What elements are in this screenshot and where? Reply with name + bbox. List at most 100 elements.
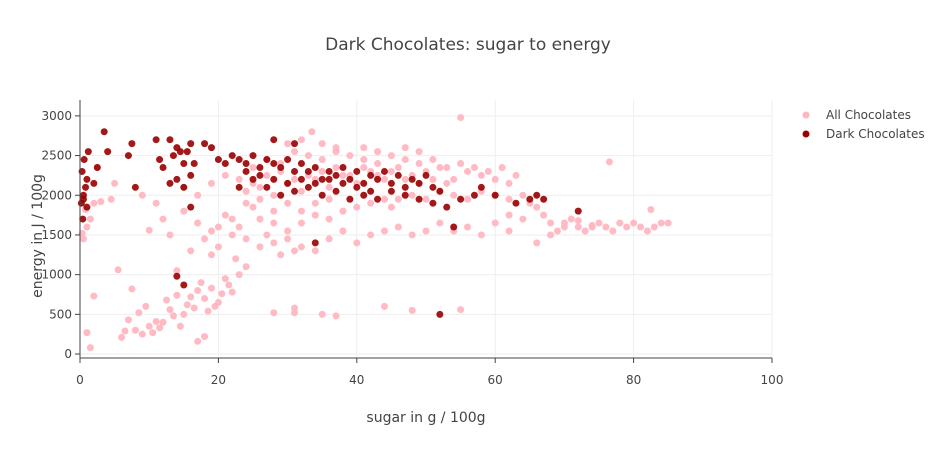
point-all-chocolates: [332, 144, 340, 152]
legend[interactable]: All Chocolates Dark Chocolates: [802, 108, 925, 141]
point-all-chocolates: [297, 243, 305, 251]
point-all-chocolates: [232, 255, 240, 263]
point-all-chocolates: [180, 310, 188, 318]
point-dark-chocolates: [304, 183, 312, 191]
point-dark-chocolates: [263, 183, 271, 191]
point-all-chocolates: [477, 231, 485, 239]
point-all-chocolates: [228, 288, 236, 296]
point-dark-chocolates: [291, 140, 299, 148]
point-all-chocolates: [380, 195, 388, 203]
point-dark-chocolates: [131, 183, 139, 191]
point-all-chocolates: [380, 175, 388, 183]
point-all-chocolates: [443, 163, 451, 171]
point-dark-chocolates: [277, 163, 285, 171]
point-all-chocolates: [228, 215, 236, 223]
point-all-chocolates: [138, 191, 146, 199]
point-all-chocolates: [519, 215, 527, 223]
point-dark-chocolates: [284, 179, 292, 187]
point-all-chocolates: [602, 223, 610, 231]
point-all-chocolates: [505, 211, 513, 219]
point-all-chocolates: [491, 175, 499, 183]
legend-item-all-chocolates[interactable]: All Chocolates: [802, 108, 911, 122]
point-all-chocolates: [574, 223, 582, 231]
point-all-chocolates: [387, 167, 395, 175]
point-all-chocolates: [214, 243, 222, 251]
point-all-chocolates: [353, 239, 361, 247]
point-all-chocolates: [225, 281, 233, 289]
point-all-chocolates: [128, 285, 136, 293]
point-all-chocolates: [197, 279, 205, 287]
point-all-chocolates: [190, 304, 198, 312]
point-all-chocolates: [332, 163, 340, 171]
point-all-chocolates: [605, 158, 613, 166]
point-dark-chocolates: [304, 167, 312, 175]
point-dark-chocolates: [235, 156, 243, 164]
point-all-chocolates: [284, 227, 292, 235]
point-all-chocolates: [169, 312, 177, 320]
point-dark-chocolates: [249, 175, 257, 183]
point-all-chocolates: [159, 215, 167, 223]
point-all-chocolates: [664, 219, 672, 227]
point-dark-chocolates: [84, 148, 92, 156]
point-all-chocolates: [401, 156, 409, 164]
point-all-chocolates: [207, 227, 215, 235]
point-all-chocolates: [491, 219, 499, 227]
y-tick-label: 500: [49, 307, 72, 321]
point-all-chocolates: [187, 247, 195, 255]
point-all-chocolates: [429, 156, 437, 164]
point-dark-chocolates: [190, 160, 198, 168]
point-all-chocolates: [166, 306, 174, 314]
point-dark-chocolates: [270, 175, 278, 183]
point-all-chocolates: [464, 223, 472, 231]
point-all-chocolates: [214, 223, 222, 231]
point-dark-chocolates: [387, 179, 395, 187]
point-all-chocolates: [387, 203, 395, 211]
point-all-chocolates: [221, 275, 229, 283]
point-all-chocolates: [270, 191, 278, 199]
point-all-chocolates: [436, 219, 444, 227]
y-tick-label: 1500: [41, 228, 72, 242]
point-all-chocolates: [387, 152, 395, 160]
point-all-chocolates: [422, 195, 430, 203]
point-dark-chocolates: [291, 187, 299, 195]
point-all-chocolates: [284, 140, 292, 148]
point-all-chocolates: [374, 148, 382, 156]
point-all-chocolates: [325, 235, 333, 243]
y-tick-label: 2000: [41, 188, 72, 202]
point-all-chocolates: [367, 231, 375, 239]
point-all-chocolates: [163, 296, 170, 304]
point-all-chocolates: [367, 199, 375, 207]
point-all-chocolates: [325, 183, 333, 191]
x-tick-label: 100: [761, 373, 784, 387]
point-dark-chocolates: [173, 175, 181, 183]
point-all-chocolates: [249, 163, 257, 171]
point-all-chocolates: [519, 191, 527, 199]
point-all-chocolates: [339, 207, 347, 215]
point-dark-chocolates: [574, 207, 582, 215]
point-dark-chocolates: [470, 191, 478, 199]
point-all-chocolates: [242, 199, 250, 207]
point-dark-chocolates: [325, 175, 333, 183]
point-all-chocolates: [86, 215, 94, 223]
y-tick-label: 1000: [41, 268, 72, 282]
point-all-chocolates: [114, 266, 122, 274]
point-all-chocolates: [291, 304, 299, 312]
legend-marker-dark-chocolates: [802, 130, 810, 138]
point-all-chocolates: [311, 247, 319, 255]
point-dark-chocolates: [169, 152, 177, 160]
point-dark-chocolates: [311, 239, 319, 247]
point-dark-chocolates: [401, 191, 409, 199]
point-dark-chocolates: [284, 156, 292, 164]
point-all-chocolates: [657, 219, 665, 227]
point-all-chocolates: [111, 179, 119, 187]
point-dark-chocolates: [526, 195, 534, 203]
point-dark-chocolates: [187, 171, 195, 179]
point-all-chocolates: [436, 163, 444, 171]
point-all-chocolates: [118, 333, 126, 341]
point-dark-chocolates: [242, 167, 250, 175]
y-axis-label: energy in J / 100g: [30, 174, 46, 298]
point-all-chocolates: [581, 227, 589, 235]
legend-item-dark-chocolates[interactable]: Dark Chocolates: [802, 127, 925, 141]
series-dark-chocolates: [77, 128, 582, 318]
point-all-chocolates: [97, 198, 105, 206]
